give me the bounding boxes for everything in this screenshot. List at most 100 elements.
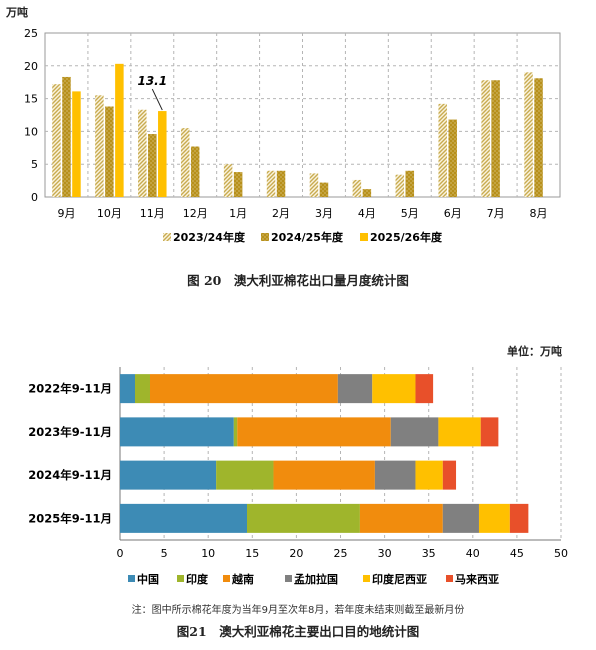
chart2-legend-label: 印度 — [186, 572, 209, 586]
chart2-x-tick-label: 10 — [201, 547, 215, 560]
chart1-caption: 图 20 澳大利亚棉花出口量月度统计图 — [187, 273, 409, 288]
chart2-legend-swatch — [363, 575, 370, 582]
chart1-bar — [52, 84, 61, 197]
chart2-caption: 图21 澳大利亚棉花主要出口目的地统计图 — [176, 624, 420, 639]
chart1-bar — [223, 164, 233, 197]
chart2-bar-segment — [149, 374, 338, 404]
chart1-x-tick-label: 5月 — [401, 207, 419, 220]
chart2-bar-segment — [442, 503, 479, 533]
chart2-bar-segment — [372, 374, 416, 404]
chart1-bar — [448, 119, 457, 197]
chart1-bar — [95, 95, 104, 197]
chart1-x-tick-label: 3月 — [315, 207, 333, 220]
chart2-bar-segment — [337, 374, 373, 404]
chart2-y-tick-label: 2023年9-11月 — [28, 425, 112, 439]
chart1-bar — [352, 179, 362, 197]
chart1-legend-label: 2024/25年度 — [271, 230, 344, 244]
chart2-x-tick-label: 15 — [245, 547, 259, 560]
chart2-legend-label: 印度尼西亚 — [372, 572, 427, 586]
chart1-bar — [180, 128, 190, 197]
chart2-x-tick-label: 35 — [422, 547, 436, 560]
chart1-y-tick-label: 10 — [24, 125, 38, 138]
chart1-bar — [148, 134, 157, 197]
chart1-x-tick-label: 10月 — [97, 207, 122, 220]
chart1-legend-label: 2023/24年度 — [173, 230, 246, 244]
chart2-x-tick-label: 30 — [378, 547, 392, 560]
chart2-bar-segment — [120, 417, 234, 447]
chart2-legend-label: 马来西亚 — [455, 572, 499, 586]
chart1-bar — [266, 170, 276, 197]
chart2-legend-swatch — [446, 575, 453, 582]
chart1-bar — [491, 80, 500, 197]
chart2-bar-segment — [480, 417, 499, 447]
chart2-x-tick-label: 25 — [334, 547, 348, 560]
chart1-legend-swatch — [261, 233, 269, 241]
chart1-x-tick-label: 12月 — [183, 207, 208, 220]
chart2-bar-segment — [442, 460, 457, 490]
chart1-y-tick-label: 15 — [24, 93, 38, 106]
chart2-x-tick-label: 50 — [554, 547, 568, 560]
chart2-x-tick-label: 20 — [289, 547, 303, 560]
chart1-bar — [115, 63, 124, 197]
chart2-legend-swatch — [285, 575, 292, 582]
chart2-bar-segment — [374, 460, 416, 490]
chart1-y-tick-label: 5 — [31, 158, 38, 171]
chart1-bar — [438, 103, 447, 197]
chart1-x-tick-label: 8月 — [530, 207, 548, 220]
chart1-bar — [62, 76, 71, 197]
chart1-bar — [276, 170, 286, 197]
chart1-bar — [105, 106, 114, 197]
chart2-x-tick-label: 40 — [466, 547, 480, 560]
chart2-y-tick-label: 2025年9-11月 — [28, 511, 112, 525]
chart2-bar-segment — [134, 374, 150, 404]
chart1-x-tick-label: 9月 — [57, 207, 75, 220]
chart2-legend-label: 越南 — [231, 572, 254, 586]
chart1-annotation-leader — [151, 88, 163, 111]
chart1-bar — [362, 189, 372, 197]
chart2-x-tick-label: 45 — [510, 547, 524, 560]
chart2-legend-swatch — [128, 575, 135, 582]
chart2-bar-segment — [247, 503, 360, 533]
chart2-y-tick-label: 2022年9-11月 — [28, 382, 112, 396]
chart1-bar — [395, 174, 405, 197]
chart2-bar-segment — [237, 417, 391, 447]
chart1-x-tick-label: 11月 — [140, 207, 165, 220]
chart2-unit-label: 单位：万吨 — [507, 345, 562, 358]
chart1-legend-swatch — [163, 233, 171, 241]
chart1-bar — [405, 170, 415, 197]
chart1-x-tick-label: 2月 — [272, 207, 290, 220]
chart2-bar-segment — [120, 374, 135, 404]
chart2-bar-segment — [216, 460, 274, 490]
chart2-legend-swatch — [223, 575, 230, 582]
chart1-legend-label: 2025/26年度 — [370, 230, 443, 244]
chart2-bar-segment — [233, 417, 238, 447]
chart1-bar — [319, 182, 329, 197]
chart2-legend-label: 中国 — [137, 572, 159, 586]
chart1-bar — [481, 80, 490, 197]
chart1-y-tick-label: 0 — [31, 191, 38, 204]
chart1-legend-swatch — [360, 233, 368, 241]
chart1-y-tick-label: 25 — [24, 27, 38, 40]
chart1-unit-label: 万吨 — [6, 6, 28, 19]
chart1-bar — [534, 78, 543, 197]
chart1-y-tick-label: 20 — [24, 60, 38, 73]
destination-chart: 0 5 10 15 20 25 30 35 40 45 50 2022年9-11月 2023年9-11月… — [28, 367, 568, 586]
monthly-export-chart: 0 5 10 15 20 25 9月 10月 11月 12月 1月 2月 3月 4月 5月 6月 7月 8月 13.… — [24, 27, 561, 244]
chart1-bar — [158, 111, 167, 197]
chart1-x-tick-label: 4月 — [358, 207, 376, 220]
chart2-bar-segment — [390, 417, 439, 447]
chart2-bar-segment — [120, 460, 217, 490]
chart1-annotation-label: 13.1 — [137, 74, 167, 88]
chart2-x-tick-label: 0 — [117, 547, 124, 560]
chart2-bar-segment — [509, 503, 529, 533]
chart1-bar — [233, 172, 243, 197]
chart2-legend-swatch — [177, 575, 184, 582]
chart1-bar — [190, 146, 200, 197]
chart2-legend-label: 孟加拉国 — [294, 572, 338, 586]
chart2-bar-segment — [273, 460, 375, 490]
chart1-x-tick-label: 7月 — [487, 207, 505, 220]
chart2-bar-segment — [415, 460, 443, 490]
chart1-bar — [138, 109, 147, 197]
chart2-bar-segment — [438, 417, 481, 447]
chart2-x-tick-label: 5 — [161, 547, 168, 560]
